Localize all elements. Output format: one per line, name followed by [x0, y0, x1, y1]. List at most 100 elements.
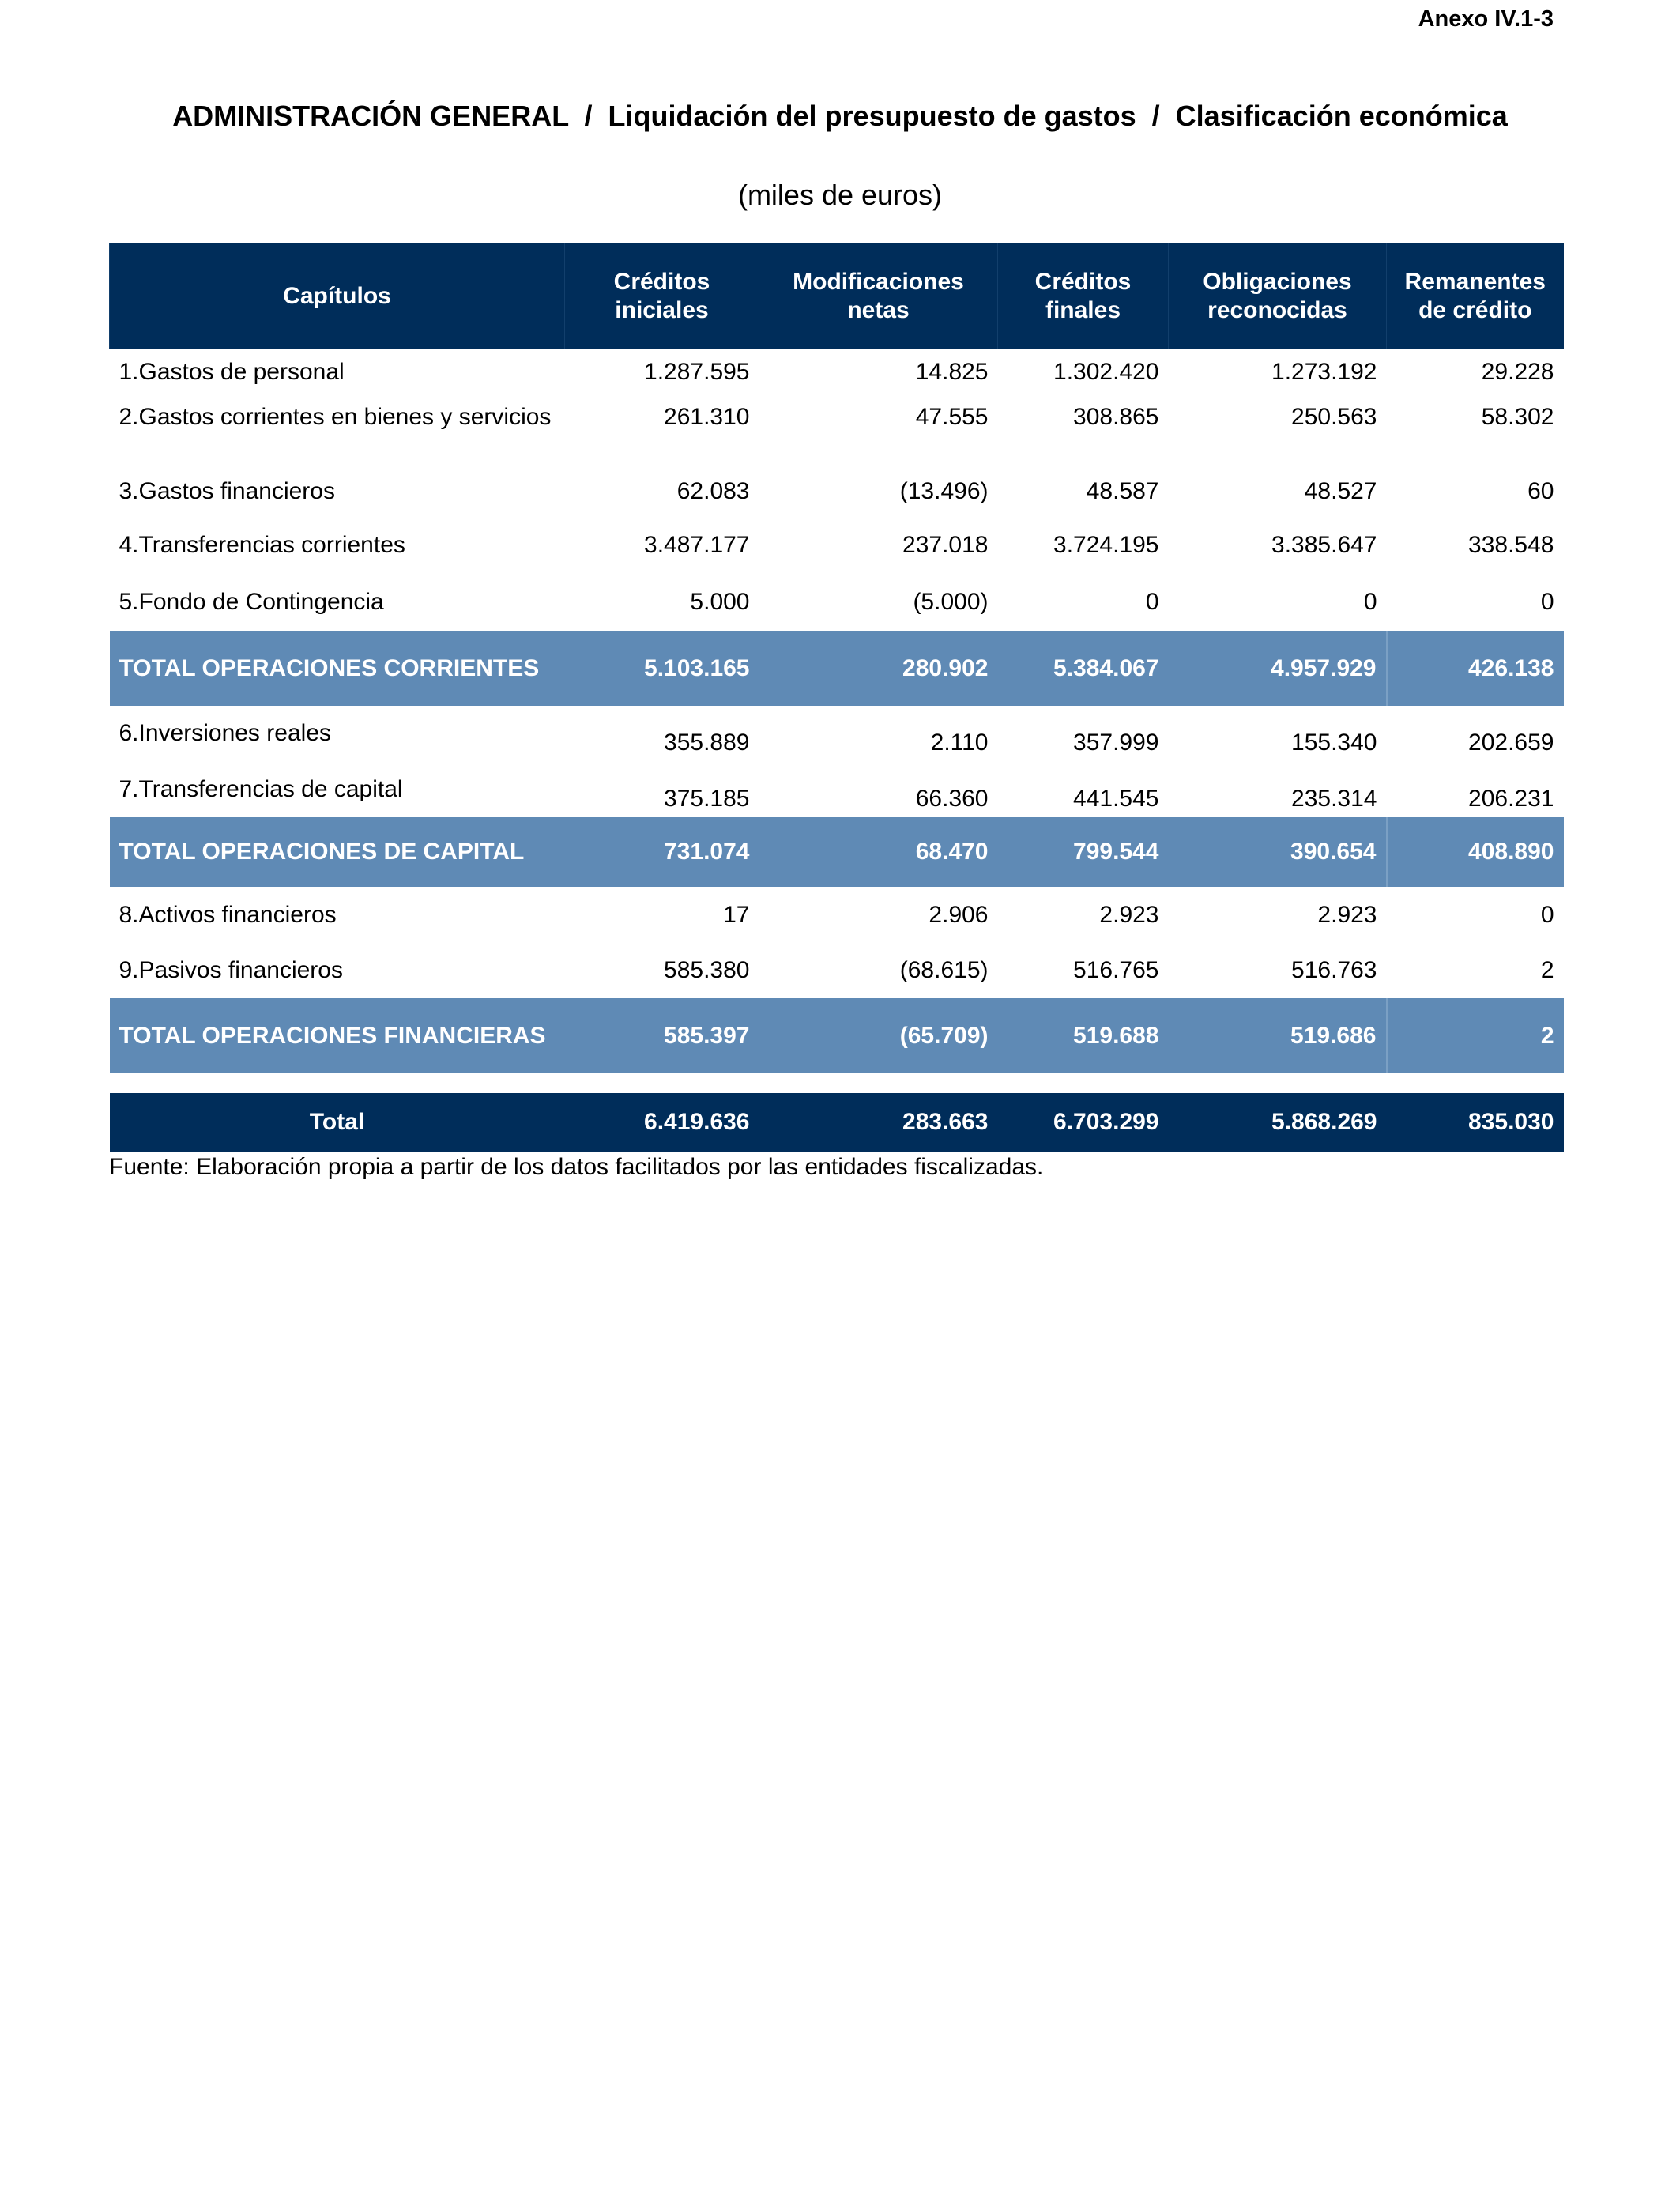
- cell-value: 2.923: [1317, 901, 1377, 928]
- cell-value: 585.380: [664, 957, 750, 983]
- cell-value: 261.310: [664, 404, 750, 430]
- cell-value: 235.314: [1291, 786, 1377, 812]
- source-footnote: Fuente: Elaboración propia a partir de l…: [109, 1154, 1044, 1180]
- cell-value: 731.074: [564, 817, 759, 887]
- cell-value: 308.865: [1073, 404, 1159, 430]
- col-header: Capítulos: [109, 243, 565, 349]
- page-title: ADMINISTRACIÓN GENERAL / Liquidación del…: [172, 100, 1508, 132]
- col-header: Modificaciones netas: [759, 243, 998, 349]
- cell-value: 280.902: [759, 631, 998, 706]
- table-row: 2.Gastos corrientes en bienes y servicio…: [110, 394, 1564, 466]
- cell-value: 408.890: [1385, 817, 1564, 887]
- cell-value: 6.703.299: [997, 1093, 1169, 1152]
- table-row: 4.Transferencias corrientes 3.487.177 237.…: [110, 518, 1564, 573]
- cell-value: 0: [1540, 589, 1554, 615]
- cell-value: 68.470: [759, 817, 998, 887]
- cell-value: 519.688: [997, 998, 1169, 1073]
- table-row: 6.Inversiones reales 355.889 2.110 357.999 1…: [110, 706, 1564, 761]
- cell-value: (5.000): [913, 589, 989, 615]
- cell-value: 283.663: [759, 1093, 998, 1152]
- grand-total-row: Total 6.419.636 283.663 6.703.299 5.868.269 8…: [109, 1093, 1564, 1152]
- cell-value: 585.397: [564, 998, 759, 1073]
- col-header: Obligaciones reconocidas: [1168, 243, 1387, 349]
- cell-value: 17: [723, 901, 750, 928]
- cell-value: 390.654: [1168, 817, 1387, 887]
- cell-value: 5.868.269: [1168, 1093, 1387, 1152]
- cell-value: 237.018: [902, 532, 989, 558]
- col-header: Créditos iniciales: [564, 243, 759, 349]
- cell-value: 338.548: [1468, 532, 1554, 558]
- cell-value: 48.587: [1086, 478, 1159, 504]
- cell-value: 29.228: [1481, 358, 1554, 385]
- cell-value: 3.385.647: [1271, 532, 1377, 558]
- units-subtitle: (miles de euros): [737, 179, 943, 211]
- cell-value: 519.686: [1168, 998, 1387, 1073]
- cell-value: 835.030: [1386, 1093, 1564, 1152]
- cell-value: 47.555: [915, 404, 989, 430]
- table-row: 1.Gastos de personal 1.287.595 14.825 1.302…: [110, 349, 1564, 394]
- cell-value: 2.906: [929, 901, 989, 928]
- cell-value: 6.419.636: [564, 1093, 759, 1152]
- subtotal-row: TOTAL OPERACIONES FINANCIERAS 585.397 (65.…: [109, 998, 1564, 1073]
- row-label: 3.Gastos financieros: [119, 478, 335, 504]
- col-header: Créditos finales: [997, 243, 1169, 349]
- table-row: 3.Gastos financieros 62.083 (13.496) 48.587…: [110, 466, 1564, 518]
- row-label: 1.Gastos de personal: [119, 358, 345, 385]
- row-label: 5.Fondo de Contingencia: [119, 589, 384, 615]
- cell-value: 206.231: [1468, 786, 1554, 812]
- col-header: Remanentes de crédito: [1386, 243, 1564, 349]
- cell-value: 3.487.177: [644, 532, 750, 558]
- cell-value: 516.765: [1073, 957, 1159, 983]
- cell-value: 441.545: [1073, 786, 1159, 812]
- table-row: 7.Transferencias de capital 375.185 66.360…: [110, 761, 1564, 817]
- table-row: 8.Activos financieros 17 2.906 2.923 2.923 0: [110, 887, 1564, 943]
- cell-value: 48.527: [1304, 478, 1377, 504]
- budget-table: Capítulos Créditos iniciales Modificacio…: [109, 243, 1564, 1152]
- cell-value: 14.825: [915, 358, 989, 385]
- cell-value: 2.110: [930, 729, 989, 756]
- cell-value: 202.659: [1468, 729, 1554, 756]
- cell-value: 3.724.195: [1053, 532, 1159, 558]
- row-label: 6.Inversiones reales: [119, 720, 331, 746]
- cell-value: 516.763: [1291, 957, 1377, 983]
- cell-value: 2: [1540, 957, 1554, 983]
- row-label: TOTAL OPERACIONES FINANCIERAS: [109, 998, 565, 1073]
- cell-value: 5.000: [690, 589, 750, 615]
- cell-value: (68.615): [899, 957, 989, 983]
- cell-value: 355.889: [664, 729, 750, 756]
- row-label: TOTAL OPERACIONES DE CAPITAL: [109, 817, 565, 887]
- spacer-row: [109, 1073, 1564, 1093]
- cell-value: 1.302.420: [1053, 358, 1159, 385]
- cell-value: 250.563: [1291, 404, 1377, 430]
- cell-value: 2.923: [1099, 901, 1159, 928]
- row-label: 8.Activos financieros: [119, 901, 337, 928]
- cell-value: 357.999: [1073, 729, 1159, 756]
- cell-value: 799.544: [997, 817, 1169, 887]
- table-row: 5.Fondo de Contingencia 5.000 (5.000) 0 0 0: [110, 573, 1564, 631]
- cell-value: 66.360: [915, 786, 989, 812]
- cell-value: 155.340: [1291, 729, 1377, 756]
- cell-value: 375.185: [664, 786, 750, 812]
- row-label: 2.Gastos corrientes en bienes y servicio…: [119, 404, 552, 430]
- cell-value: 4.957.929: [1168, 631, 1387, 706]
- table-row: 9.Pasivos financieros 585.380 (68.615) 516.…: [110, 943, 1564, 998]
- cell-value: 2: [1385, 998, 1564, 1073]
- cell-value: 5.384.067: [997, 631, 1169, 706]
- cell-value: 58.302: [1481, 404, 1554, 430]
- cell-value: 0: [1540, 901, 1554, 928]
- cell-value: 0: [1145, 589, 1159, 615]
- subtotal-row: TOTAL OPERACIONES DE CAPITAL 731.074 68.47…: [109, 817, 1564, 887]
- cell-value: (65.709): [759, 998, 998, 1073]
- cell-value: 1.287.595: [644, 358, 750, 385]
- cell-value: 62.083: [676, 478, 750, 504]
- annex-label: Anexo IV.1-3: [1418, 6, 1554, 32]
- subtotal-row: TOTAL OPERACIONES CORRIENTES 5.103.165 280…: [109, 631, 1564, 706]
- row-label: 7.Transferencias de capital: [119, 775, 403, 802]
- cell-value: 5.103.165: [564, 631, 759, 706]
- row-label: TOTAL OPERACIONES CORRIENTES: [109, 631, 565, 706]
- row-label: 4.Transferencias corrientes: [119, 532, 405, 558]
- cell-value: 0: [1363, 589, 1377, 615]
- cell-value: 1.273.192: [1271, 358, 1377, 385]
- cell-value: 426.138: [1385, 631, 1564, 706]
- row-label: 9.Pasivos financieros: [119, 957, 343, 983]
